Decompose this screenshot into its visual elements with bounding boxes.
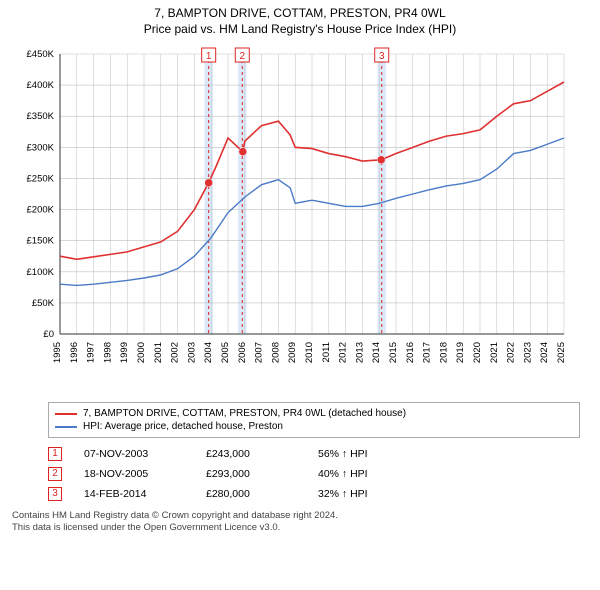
svg-text:2000: 2000 xyxy=(136,342,147,363)
svg-text:2004: 2004 xyxy=(203,342,214,363)
svg-text:2019: 2019 xyxy=(455,342,466,363)
svg-text:2009: 2009 xyxy=(287,342,298,363)
legend-swatch-blue xyxy=(55,426,77,428)
marker-price: £293,000 xyxy=(206,468,296,480)
marker-pct: 40% ↑ HPI xyxy=(318,468,418,480)
svg-text:£200K: £200K xyxy=(27,205,55,216)
svg-text:1995: 1995 xyxy=(52,342,63,363)
line-chart: £0 £50K £100K £150K £200K £250K £300K £350K £400… xyxy=(12,44,572,394)
svg-text:£400K: £400K xyxy=(27,80,55,91)
marker-price: £280,000 xyxy=(206,488,296,500)
svg-text:2015: 2015 xyxy=(388,342,399,363)
chart-area: £0 £50K £100K £150K £200K £250K £300K £350K £400… xyxy=(12,44,572,394)
footnote-line-2: This data is licensed under the Open Gov… xyxy=(12,522,280,533)
chart-container: 7, BAMPTON DRIVE, COTTAM, PRESTON, PR4 0… xyxy=(0,0,600,590)
svg-text:1998: 1998 xyxy=(102,342,113,363)
svg-text:2018: 2018 xyxy=(438,342,449,363)
svg-text:£100K: £100K xyxy=(27,267,55,278)
svg-text:2011: 2011 xyxy=(321,342,332,362)
svg-text:2010: 2010 xyxy=(304,342,315,363)
svg-text:£0: £0 xyxy=(43,329,54,340)
marker-row: 3 14-FEB-2014 £280,000 32% ↑ HPI xyxy=(48,484,580,504)
svg-text:2003: 2003 xyxy=(186,342,197,363)
svg-text:2020: 2020 xyxy=(472,342,483,363)
legend-text: 7, BAMPTON DRIVE, COTTAM, PRESTON, PR4 0… xyxy=(83,408,406,419)
svg-text:2002: 2002 xyxy=(170,342,181,363)
svg-text:2016: 2016 xyxy=(405,342,416,363)
marker-date: 14-FEB-2014 xyxy=(84,488,184,500)
marker-date: 07-NOV-2003 xyxy=(84,448,184,460)
svg-text:2008: 2008 xyxy=(270,342,281,363)
svg-text:2013: 2013 xyxy=(354,342,365,363)
legend-item: 7, BAMPTON DRIVE, COTTAM, PRESTON, PR4 0… xyxy=(55,407,573,420)
svg-text:2006: 2006 xyxy=(237,342,248,363)
svg-text:2001: 2001 xyxy=(153,342,164,363)
marker-badge: 3 xyxy=(48,487,62,501)
svg-text:£350K: £350K xyxy=(27,111,55,122)
svg-text:2022: 2022 xyxy=(506,342,517,363)
svg-text:2: 2 xyxy=(239,51,245,62)
svg-text:2005: 2005 xyxy=(220,342,231,363)
svg-text:2025: 2025 xyxy=(556,342,567,363)
marker-table: 1 07-NOV-2003 £243,000 56% ↑ HPI 2 18-NO… xyxy=(48,444,580,504)
marker-pct: 56% ↑ HPI xyxy=(318,448,418,460)
title-line-1: 7, BAMPTON DRIVE, COTTAM, PRESTON, PR4 0… xyxy=(0,0,600,20)
svg-text:1997: 1997 xyxy=(86,342,97,363)
svg-text:1996: 1996 xyxy=(69,342,80,363)
legend-text: HPI: Average price, detached house, Pres… xyxy=(83,421,283,432)
svg-text:£450K: £450K xyxy=(27,49,55,60)
title-line-2: Price paid vs. HM Land Registry's House … xyxy=(0,20,600,44)
svg-text:£300K: £300K xyxy=(27,142,55,153)
legend-item: HPI: Average price, detached house, Pres… xyxy=(55,420,573,433)
marker-date: 18-NOV-2005 xyxy=(84,468,184,480)
svg-text:2014: 2014 xyxy=(371,342,382,363)
svg-text:£50K: £50K xyxy=(32,298,55,309)
svg-text:2024: 2024 xyxy=(539,342,550,363)
footnote: Contains HM Land Registry data © Crown c… xyxy=(12,510,588,534)
marker-row: 2 18-NOV-2005 £293,000 40% ↑ HPI xyxy=(48,464,580,484)
svg-text:2017: 2017 xyxy=(422,342,433,363)
marker-badge: 1 xyxy=(48,447,62,461)
marker-row: 1 07-NOV-2003 £243,000 56% ↑ HPI xyxy=(48,444,580,464)
legend: 7, BAMPTON DRIVE, COTTAM, PRESTON, PR4 0… xyxy=(48,402,580,438)
marker-pct: 32% ↑ HPI xyxy=(318,488,418,500)
svg-text:2012: 2012 xyxy=(338,342,349,363)
svg-text:£150K: £150K xyxy=(27,236,55,247)
svg-text:2023: 2023 xyxy=(522,342,533,363)
legend-swatch-red xyxy=(55,413,77,415)
svg-text:1: 1 xyxy=(206,51,212,62)
footnote-line-1: Contains HM Land Registry data © Crown c… xyxy=(12,510,338,521)
svg-text:1999: 1999 xyxy=(119,342,130,363)
svg-text:£250K: £250K xyxy=(27,173,55,184)
svg-text:2007: 2007 xyxy=(254,342,265,363)
svg-text:3: 3 xyxy=(379,51,385,62)
marker-price: £243,000 xyxy=(206,448,296,460)
svg-text:2021: 2021 xyxy=(489,342,500,363)
marker-badge: 2 xyxy=(48,467,62,481)
